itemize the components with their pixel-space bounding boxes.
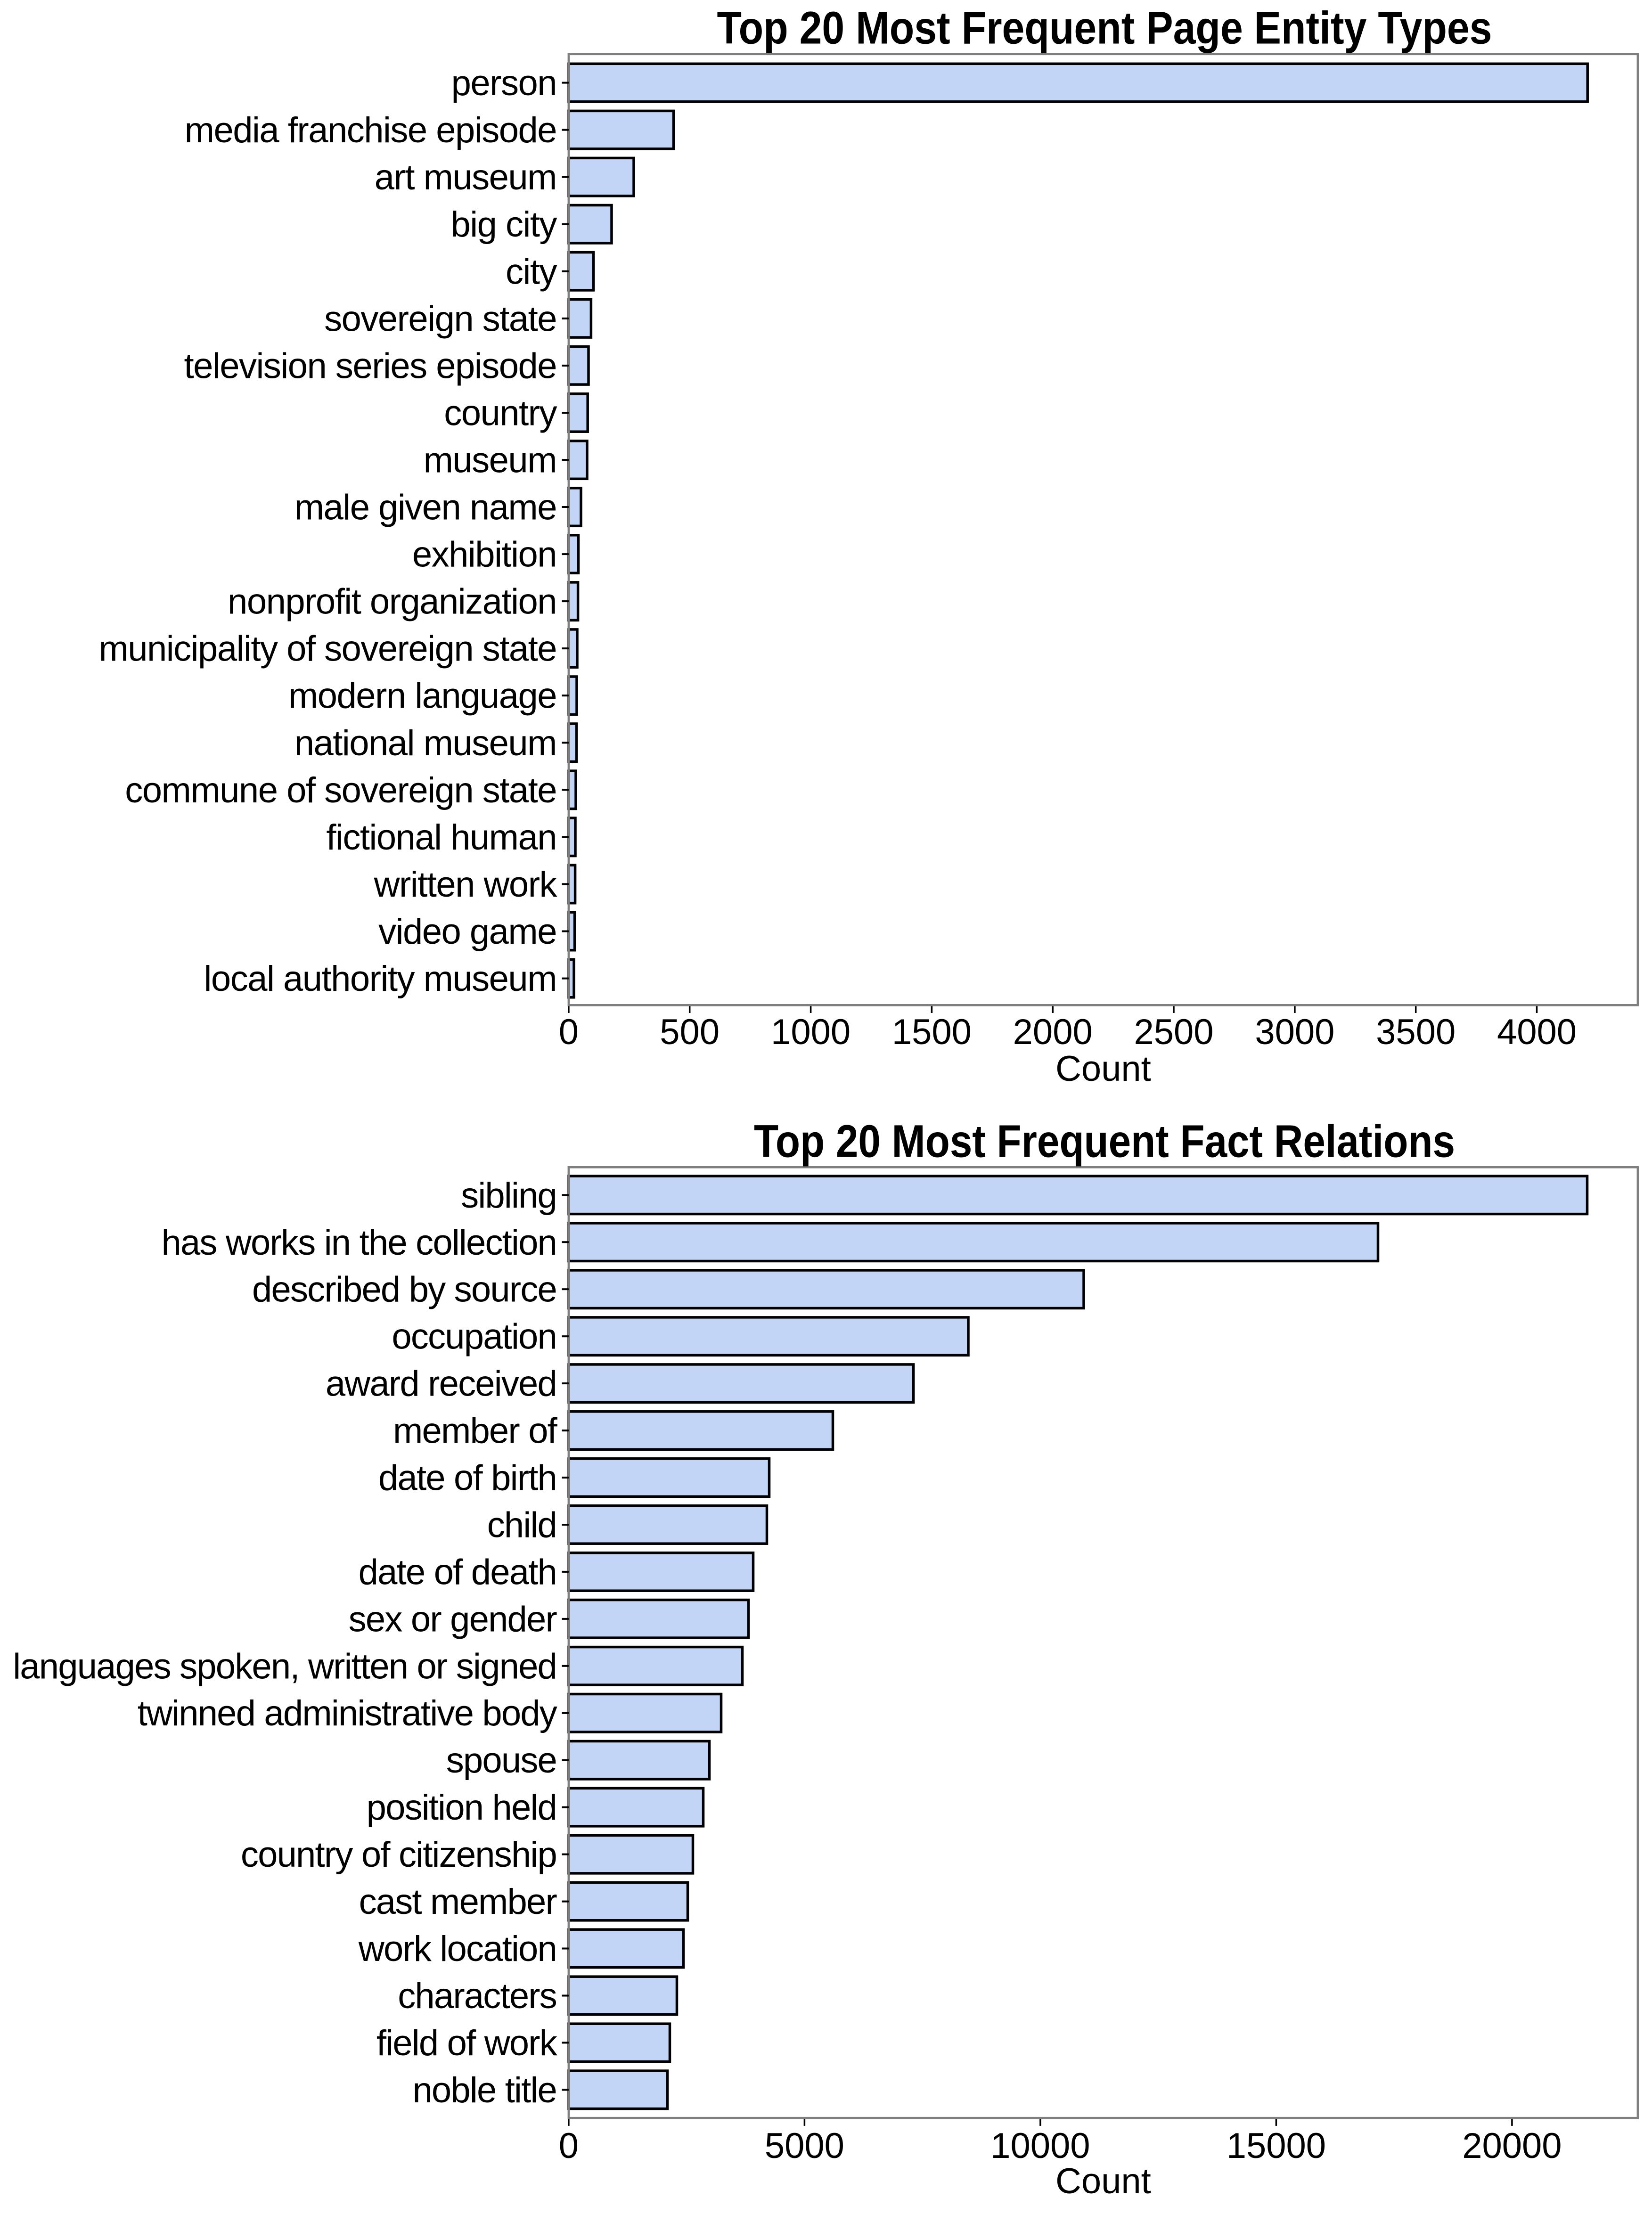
svg-text:500: 500: [660, 1012, 720, 1052]
svg-text:2500: 2500: [1134, 1012, 1213, 1052]
svg-text:big city: big city: [450, 204, 557, 245]
svg-text:has works in the collection: has works in the collection: [162, 1223, 557, 1263]
svg-text:modern language: modern language: [288, 676, 556, 716]
svg-text:city: city: [506, 252, 557, 292]
svg-text:10000: 10000: [990, 2126, 1090, 2166]
svg-text:museum: museum: [424, 441, 556, 481]
svg-text:nonprofit organization: nonprofit organization: [228, 582, 556, 622]
svg-text:member of: member of: [393, 1411, 558, 1451]
svg-text:television series episode: television series episode: [184, 346, 556, 386]
svg-text:video game: video game: [378, 912, 556, 952]
svg-text:languages spoken, written or s: languages spoken, written or signed: [13, 1646, 556, 1686]
svg-text:characters: characters: [398, 1976, 556, 2016]
svg-text:commune of sovereign state: commune of sovereign state: [125, 770, 556, 810]
svg-text:child: child: [487, 1505, 556, 1545]
svg-text:occupation: occupation: [392, 1317, 556, 1357]
svg-text:field of work: field of work: [376, 2023, 558, 2063]
svg-text:country of citizenship: country of citizenship: [241, 1835, 556, 1875]
svg-text:exhibition: exhibition: [412, 535, 556, 575]
svg-text:described by source: described by source: [252, 1270, 556, 1310]
svg-text:noble title: noble title: [412, 2070, 556, 2110]
svg-text:national museum: national museum: [294, 723, 556, 763]
svg-text:Top 20 Most Frequent Fact Rela: Top 20 Most Frequent Fact Relations: [754, 1116, 1455, 1167]
svg-text:Count: Count: [1055, 2161, 1151, 2201]
svg-text:work location: work location: [358, 1929, 556, 1969]
svg-text:0: 0: [559, 1012, 579, 1052]
svg-text:country: country: [444, 393, 557, 433]
svg-text:sex or gender: sex or gender: [349, 1599, 557, 1639]
svg-text:date of birth: date of birth: [378, 1458, 556, 1498]
svg-text:person: person: [451, 63, 556, 103]
svg-text:15000: 15000: [1227, 2126, 1326, 2166]
svg-text:fictional human: fictional human: [326, 817, 556, 858]
svg-text:1000: 1000: [771, 1012, 851, 1052]
svg-text:20000: 20000: [1462, 2126, 1562, 2166]
svg-text:written work: written work: [374, 865, 558, 905]
svg-text:local authority museum: local authority museum: [204, 959, 556, 999]
svg-text:5000: 5000: [765, 2126, 844, 2166]
svg-text:4000: 4000: [1497, 1012, 1577, 1052]
svg-text:date of death: date of death: [359, 1552, 556, 1592]
svg-text:media franchise episode: media franchise episode: [185, 110, 556, 150]
svg-text:3000: 3000: [1255, 1012, 1334, 1052]
svg-text:1500: 1500: [892, 1012, 972, 1052]
svg-text:art museum: art museum: [375, 157, 556, 197]
svg-text:sibling: sibling: [461, 1176, 556, 1216]
svg-text:male given name: male given name: [294, 488, 556, 528]
svg-text:sovereign state: sovereign state: [324, 299, 556, 339]
svg-text:Count: Count: [1055, 1049, 1151, 1089]
svg-text:award received: award received: [326, 1364, 556, 1404]
svg-text:position held: position held: [367, 1788, 556, 1828]
svg-text:3500: 3500: [1376, 1012, 1456, 1052]
svg-text:cast member: cast member: [359, 1882, 557, 1922]
svg-text:Top 20 Most Frequent Page Enti: Top 20 Most Frequent Page Entity Types: [717, 2, 1492, 54]
svg-text:twinned administrative body: twinned administrative body: [138, 1693, 557, 1733]
svg-text:municipality of sovereign stat: municipality of sovereign state: [98, 629, 556, 669]
svg-text:2000: 2000: [1013, 1012, 1093, 1052]
svg-text:0: 0: [559, 2126, 579, 2166]
svg-text:spouse: spouse: [446, 1740, 556, 1781]
